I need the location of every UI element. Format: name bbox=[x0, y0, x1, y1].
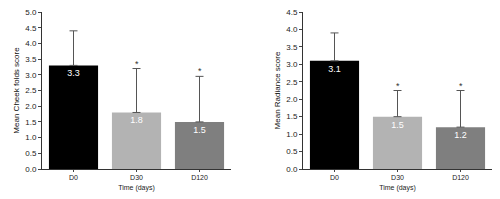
svg-text:3.0: 3.0 bbox=[25, 71, 37, 80]
svg-text:3.1: 3.1 bbox=[328, 64, 341, 74]
svg-text:D30: D30 bbox=[130, 174, 143, 181]
svg-text:3.5: 3.5 bbox=[25, 55, 37, 64]
svg-text:*: * bbox=[135, 59, 139, 69]
svg-text:1.2: 1.2 bbox=[454, 130, 467, 140]
svg-text:*: * bbox=[198, 66, 202, 76]
svg-text:4.5: 4.5 bbox=[25, 24, 37, 33]
svg-text:Mean Radiance score: Mean Radiance score bbox=[273, 51, 282, 129]
svg-text:D30: D30 bbox=[391, 174, 404, 181]
svg-text:1.8: 1.8 bbox=[130, 115, 143, 125]
svg-text:D120: D120 bbox=[452, 174, 469, 181]
svg-text:4.0: 4.0 bbox=[25, 39, 37, 48]
svg-text:0.0: 0.0 bbox=[25, 165, 37, 174]
svg-text:2.0: 2.0 bbox=[286, 95, 298, 104]
svg-text:D0: D0 bbox=[69, 174, 78, 181]
svg-text:3.5: 3.5 bbox=[286, 43, 298, 52]
svg-text:D0: D0 bbox=[330, 174, 339, 181]
svg-text:*: * bbox=[396, 81, 400, 91]
svg-text:2.0: 2.0 bbox=[25, 102, 37, 111]
svg-text:1.0: 1.0 bbox=[25, 133, 37, 142]
svg-text:1.5: 1.5 bbox=[286, 112, 298, 121]
svg-text:2.5: 2.5 bbox=[25, 86, 37, 95]
svg-text:5.0: 5.0 bbox=[25, 8, 37, 17]
svg-text:4.5: 4.5 bbox=[286, 8, 298, 17]
svg-text:2.5: 2.5 bbox=[286, 78, 298, 87]
svg-text:0.5: 0.5 bbox=[286, 147, 298, 156]
svg-text:0.5: 0.5 bbox=[25, 149, 37, 158]
svg-text:*: * bbox=[459, 81, 463, 91]
svg-text:3.0: 3.0 bbox=[286, 60, 298, 69]
svg-text:Time (days): Time (days) bbox=[118, 184, 155, 192]
svg-text:1.5: 1.5 bbox=[193, 125, 206, 135]
svg-text:4.0: 4.0 bbox=[286, 25, 298, 34]
svg-text:Mean Cheek folds score: Mean Cheek folds score bbox=[12, 47, 21, 134]
svg-text:1.0: 1.0 bbox=[286, 130, 298, 139]
svg-text:Time (days): Time (days) bbox=[379, 184, 416, 192]
svg-text:D120: D120 bbox=[191, 174, 208, 181]
svg-text:0.0: 0.0 bbox=[286, 165, 298, 174]
svg-text:1.5: 1.5 bbox=[25, 118, 37, 127]
svg-text:3.3: 3.3 bbox=[67, 68, 80, 78]
svg-text:1.5: 1.5 bbox=[391, 120, 404, 130]
